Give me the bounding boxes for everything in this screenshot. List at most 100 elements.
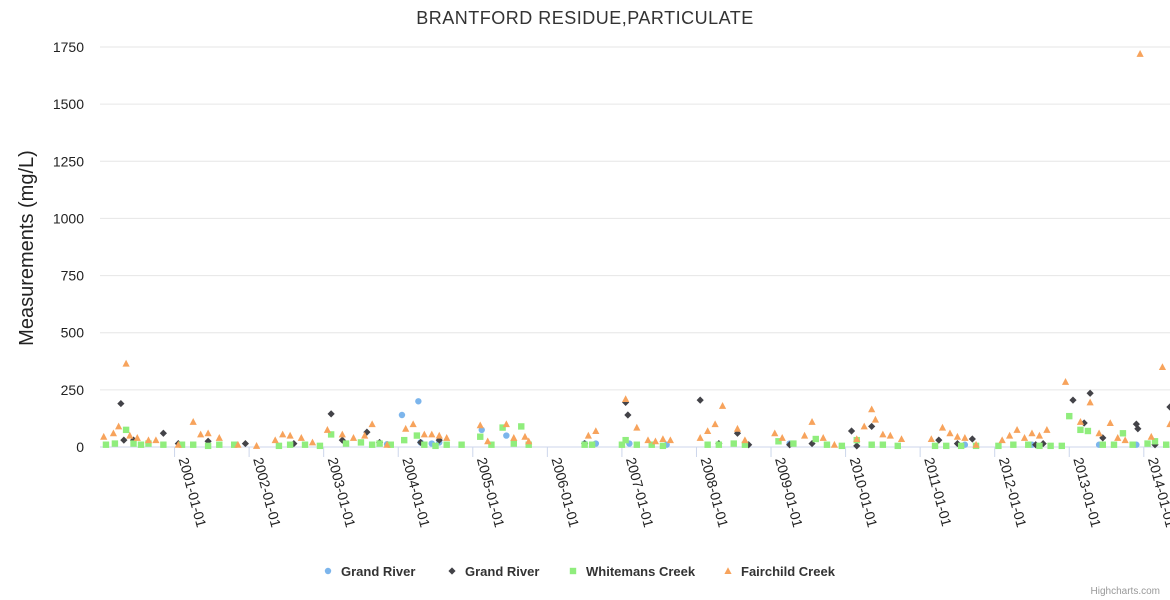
data-point[interactable] [443, 434, 451, 441]
data-point[interactable] [241, 439, 249, 448]
data-point[interactable] [174, 440, 182, 448]
data-point[interactable] [432, 442, 439, 450]
data-point[interactable] [189, 441, 197, 448]
data-point[interactable] [275, 442, 283, 450]
data-point[interactable] [588, 441, 596, 448]
data-point[interactable] [995, 442, 1002, 450]
credits-link[interactable]: Highcharts.com [1091, 586, 1160, 597]
data-point[interactable] [1043, 426, 1051, 433]
data-point[interactable] [376, 440, 383, 447]
data-point[interactable] [215, 434, 223, 441]
data-point[interactable] [1047, 442, 1054, 450]
data-point[interactable] [1151, 438, 1159, 445]
data-point[interactable] [927, 435, 935, 442]
data-point[interactable] [109, 429, 118, 437]
data-point[interactable] [1006, 431, 1014, 439]
data-point[interactable] [1144, 440, 1151, 447]
data-point[interactable] [1129, 441, 1136, 448]
data-point[interactable] [1166, 403, 1170, 411]
data-point[interactable] [368, 420, 376, 428]
data-point[interactable] [130, 440, 137, 447]
data-point[interactable] [1013, 426, 1021, 433]
data-point[interactable] [741, 441, 749, 448]
data-point[interactable] [476, 421, 484, 429]
data-point[interactable] [1134, 425, 1142, 433]
data-point[interactable] [100, 432, 108, 440]
data-point[interactable] [998, 436, 1006, 444]
data-point[interactable] [368, 441, 376, 448]
data-point[interactable] [144, 436, 153, 444]
legend-item[interactable]: Fairchild Creek [724, 564, 836, 579]
data-point[interactable] [838, 442, 846, 450]
data-point[interactable] [204, 429, 212, 437]
data-point[interactable] [666, 436, 674, 444]
data-point[interactable] [435, 431, 443, 439]
data-point[interactable] [145, 440, 152, 447]
data-point[interactable] [823, 441, 831, 448]
data-point[interactable] [197, 430, 205, 438]
data-point[interactable] [301, 441, 309, 448]
data-point[interactable] [696, 434, 704, 441]
data-point[interactable] [400, 436, 408, 444]
data-point[interactable] [271, 436, 279, 444]
data-point[interactable] [931, 442, 939, 450]
data-point[interactable] [868, 405, 876, 413]
data-point[interactable] [879, 430, 887, 438]
legend-label[interactable]: Whitemans Creek [586, 564, 696, 579]
data-point[interactable] [957, 442, 965, 450]
legend-symbol[interactable] [569, 567, 577, 575]
data-point[interactable] [808, 439, 816, 448]
data-point[interactable] [443, 441, 450, 448]
data-point[interactable] [648, 441, 655, 448]
data-point[interactable] [428, 430, 436, 438]
data-point[interactable] [819, 434, 827, 441]
data-point[interactable] [122, 359, 130, 367]
data-point[interactable] [812, 435, 819, 443]
data-point[interactable] [968, 435, 976, 443]
data-point[interactable] [1099, 441, 1107, 448]
data-point[interactable] [622, 436, 629, 444]
data-point[interactable] [102, 441, 110, 448]
data-point[interactable] [879, 441, 887, 448]
data-point[interactable] [458, 441, 465, 448]
data-point[interactable] [935, 436, 943, 444]
data-point[interactable] [189, 418, 197, 425]
data-point[interactable] [521, 432, 529, 440]
data-point[interactable] [484, 437, 492, 445]
data-point[interactable] [1086, 398, 1094, 406]
data-point[interactable] [216, 441, 223, 448]
legend-label[interactable]: Grand River [341, 564, 415, 579]
data-point[interactable] [286, 431, 294, 439]
data-point[interactable] [741, 436, 749, 444]
data-point[interactable] [651, 437, 660, 445]
data-point[interactable] [592, 427, 600, 434]
data-point[interactable] [1084, 427, 1092, 435]
data-point[interactable] [581, 441, 588, 448]
data-point[interactable] [252, 442, 261, 449]
legend-item[interactable]: Whitemans Creek [569, 564, 696, 579]
data-point[interactable] [1069, 396, 1077, 404]
data-point[interactable] [361, 431, 369, 439]
data-point[interactable] [1077, 426, 1084, 434]
data-point[interactable] [938, 423, 947, 431]
data-point[interactable] [133, 434, 141, 441]
data-point[interactable] [525, 441, 532, 448]
data-point[interactable] [1147, 432, 1155, 440]
data-point[interactable] [897, 435, 906, 442]
data-point[interactable] [316, 442, 324, 450]
legend-label[interactable]: Fairchild Creek [741, 564, 836, 579]
data-point[interactable] [711, 420, 719, 428]
data-point[interactable] [323, 426, 332, 433]
data-point[interactable] [1020, 434, 1029, 441]
data-point[interactable] [771, 429, 779, 437]
data-point[interactable] [204, 442, 212, 450]
data-point[interactable] [790, 440, 797, 447]
data-point[interactable] [502, 420, 510, 428]
data-point[interactable] [718, 402, 727, 409]
data-point[interactable] [111, 440, 119, 447]
data-point[interactable] [704, 441, 711, 448]
data-point[interactable] [115, 422, 123, 430]
data-point[interactable] [868, 422, 876, 431]
data-point[interactable] [633, 441, 641, 448]
data-point[interactable] [152, 436, 160, 444]
